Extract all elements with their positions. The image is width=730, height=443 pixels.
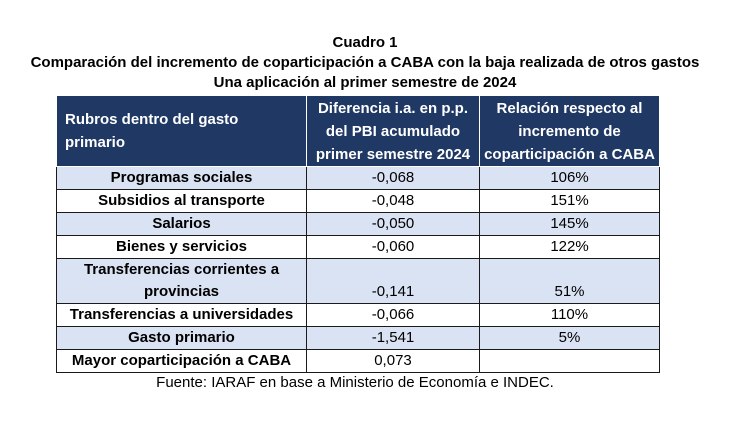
table-title-block: Cuadro 1 Comparación del incremento de c… (0, 33, 730, 93)
row-label: Transferencias a universidades (56, 303, 307, 327)
table-row: Transferencias a universidades -0,066 11… (56, 303, 660, 327)
row-diferencia: -0,060 (306, 235, 480, 259)
table-row: Mayor coparticipación a CABA 0,073 (56, 349, 660, 373)
source-note: Fuente: IARAF en base a Ministerio de Ec… (156, 374, 554, 391)
row-relacion: 5% (479, 326, 660, 350)
row-diferencia: 0,073 (306, 349, 480, 373)
row-label: Programas sociales (56, 166, 307, 190)
header-relacion: Relación respecto al incremento de copar… (479, 95, 660, 167)
row-relacion: 106% (479, 166, 660, 190)
header-diferencia: Diferencia i.a. en p.p. del PBI acumulad… (306, 95, 480, 167)
header-rubros: Rubros dentro del gasto primario (56, 95, 307, 167)
row-diferencia: -0,050 (306, 212, 480, 236)
row-diferencia: -0,066 (306, 303, 480, 327)
table-subtitle: Una aplicación al primer semestre de 202… (213, 74, 517, 91)
table-number: Cuadro 1 (332, 34, 398, 51)
table-title: Comparación del incremento de coparticip… (30, 54, 700, 71)
row-label: Bienes y servicios (56, 235, 307, 259)
row-label: Gasto primario (56, 326, 307, 350)
table-row: Gasto primario -1,541 5% (56, 326, 660, 350)
row-diferencia: -1,541 (306, 326, 480, 350)
row-relacion: 151% (479, 189, 660, 213)
row-diferencia: -0,141 (306, 258, 480, 304)
table-row: Bienes y servicios -0,060 122% (56, 235, 660, 259)
row-relacion: 145% (479, 212, 660, 236)
row-relacion (479, 349, 660, 373)
row-label: Subsidios al transporte (56, 189, 307, 213)
row-diferencia: -0,068 (306, 166, 480, 190)
row-label: Salarios (56, 212, 307, 236)
table-row: Transferencias corrientes a provincias -… (56, 258, 660, 304)
table-header-row: Rubros dentro del gasto primario Diferen… (56, 95, 660, 167)
data-table: Rubros dentro del gasto primario Diferen… (56, 95, 660, 373)
row-relacion: 122% (479, 235, 660, 259)
table-row: Subsidios al transporte -0,048 151% (56, 189, 660, 213)
table-row: Salarios -0,050 145% (56, 212, 660, 236)
row-diferencia: -0,048 (306, 189, 480, 213)
row-label: Mayor coparticipación a CABA (56, 349, 307, 373)
row-relacion: 110% (479, 303, 660, 327)
row-relacion: 51% (479, 258, 660, 304)
row-label: Transferencias corrientes a provincias (56, 258, 307, 304)
table-row: Programas sociales -0,068 106% (56, 166, 660, 190)
